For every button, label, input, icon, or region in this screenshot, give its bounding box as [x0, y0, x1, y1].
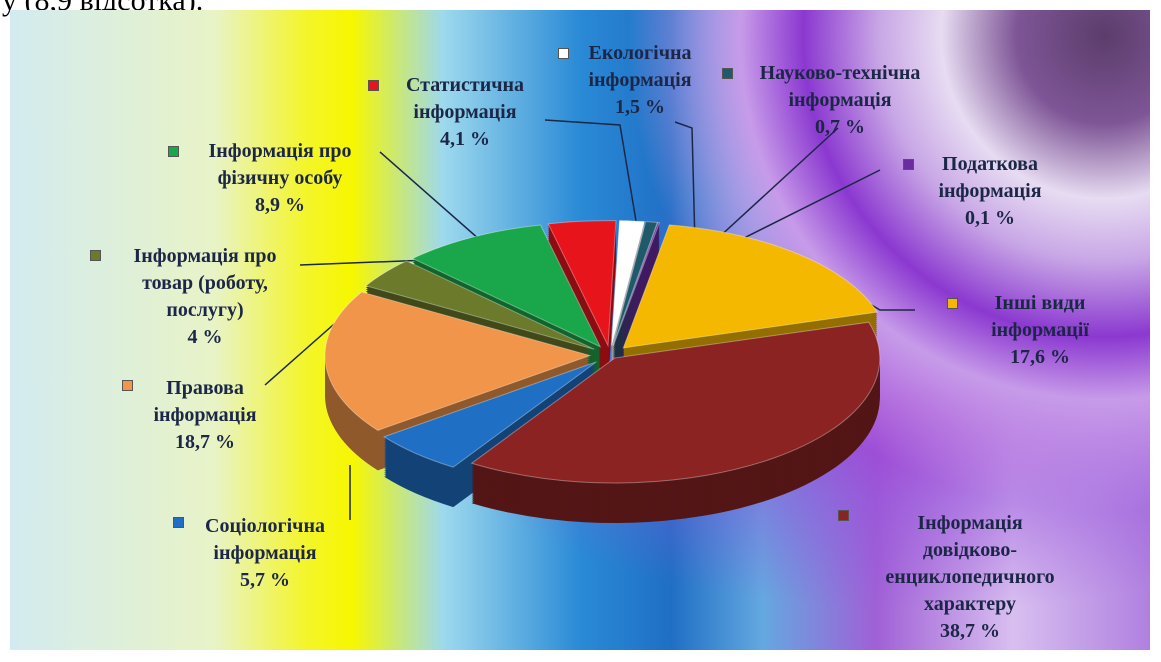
data-label: Правова інформація 18,7 %	[153, 375, 256, 456]
value-label: 1,5 %	[615, 96, 665, 118]
slice	[383, 361, 597, 468]
slice	[324, 291, 592, 431]
slice-side	[613, 246, 660, 370]
legend-marker	[168, 146, 179, 157]
data-label: Соціологічна інформація 5,7 %	[205, 513, 325, 594]
category-label: Інформація про фізичну особу	[208, 140, 352, 189]
slice-tops	[324, 220, 881, 484]
category-label: Екологічна інформація	[588, 42, 692, 91]
legend-marker	[173, 517, 184, 528]
value-label: 0,7 %	[815, 116, 865, 138]
slice	[612, 221, 658, 346]
slice-side	[613, 238, 660, 362]
value-label: 17,6 %	[1010, 346, 1070, 368]
slice	[612, 221, 661, 346]
slice-side	[613, 226, 660, 350]
legend-marker	[90, 250, 101, 261]
data-label: Інформація про товар (роботу, послугу) 4 …	[134, 243, 277, 351]
slice-side	[613, 228, 660, 352]
slice-side	[613, 244, 660, 368]
chart: Інші види інформації 17,6 % Інформація дов…	[10, 10, 1150, 650]
category-label: Інформація довідково- енциклопедичного х…	[885, 512, 1055, 615]
legend-marker	[558, 48, 569, 59]
category-label: Податкова інформація	[938, 153, 1042, 202]
category-label: Науково-технічна інформація	[759, 62, 921, 111]
slice-side	[613, 236, 660, 360]
legend-marker	[903, 159, 914, 170]
value-label: 4 %	[187, 326, 223, 348]
category-label: Інформація про товар (роботу, послугу)	[133, 245, 277, 321]
category-label: Інші види інформації	[991, 292, 1089, 341]
value-label: 18,7 %	[175, 431, 235, 453]
legend-marker	[122, 380, 133, 391]
value-label: 0,1 %	[965, 207, 1015, 229]
value-label: 4,1 %	[439, 128, 490, 150]
slice	[622, 224, 879, 349]
slice-side	[613, 250, 660, 374]
data-label: Інші види інформації 17,6 %	[991, 290, 1089, 371]
slice	[364, 260, 595, 350]
slice	[547, 220, 617, 348]
slice-side	[613, 224, 660, 348]
leader-line	[704, 127, 839, 251]
leader-line	[674, 121, 696, 246]
legend-marker	[947, 298, 958, 309]
slice-side	[613, 230, 660, 354]
slice-side	[613, 240, 660, 364]
slice	[470, 321, 881, 484]
legend-marker	[368, 80, 379, 91]
legend-marker	[838, 510, 849, 521]
value-label: 8,9 %	[255, 194, 305, 216]
category-label: Соціологічна інформація	[205, 515, 325, 564]
data-label: Податкова інформація 0,1 %	[938, 151, 1041, 232]
data-label: Науково-технічна інформація 0,7 %	[760, 60, 921, 141]
leader-line	[544, 119, 641, 246]
category-label: Статистична інформація	[405, 74, 525, 123]
slice-side	[613, 234, 660, 358]
category-label: Правова інформація	[153, 377, 257, 426]
data-label: Інформація про фізичну особу 8,9 %	[209, 138, 352, 219]
slice-side	[613, 232, 660, 356]
slice	[611, 220, 646, 346]
value-label: 38,7 %	[939, 620, 1000, 642]
slice-side	[613, 248, 660, 372]
slice-side	[613, 242, 660, 366]
legend-marker	[722, 68, 733, 79]
data-label: Статистична інформація 4,1 %	[406, 72, 524, 153]
data-label: Інформація довідково- енциклопедичного х…	[885, 510, 1054, 645]
data-label: Екологічна інформація 1,5 %	[588, 40, 691, 121]
slice	[411, 224, 602, 348]
value-label: 5,7 %	[239, 569, 290, 591]
pie-plot	[264, 119, 915, 524]
